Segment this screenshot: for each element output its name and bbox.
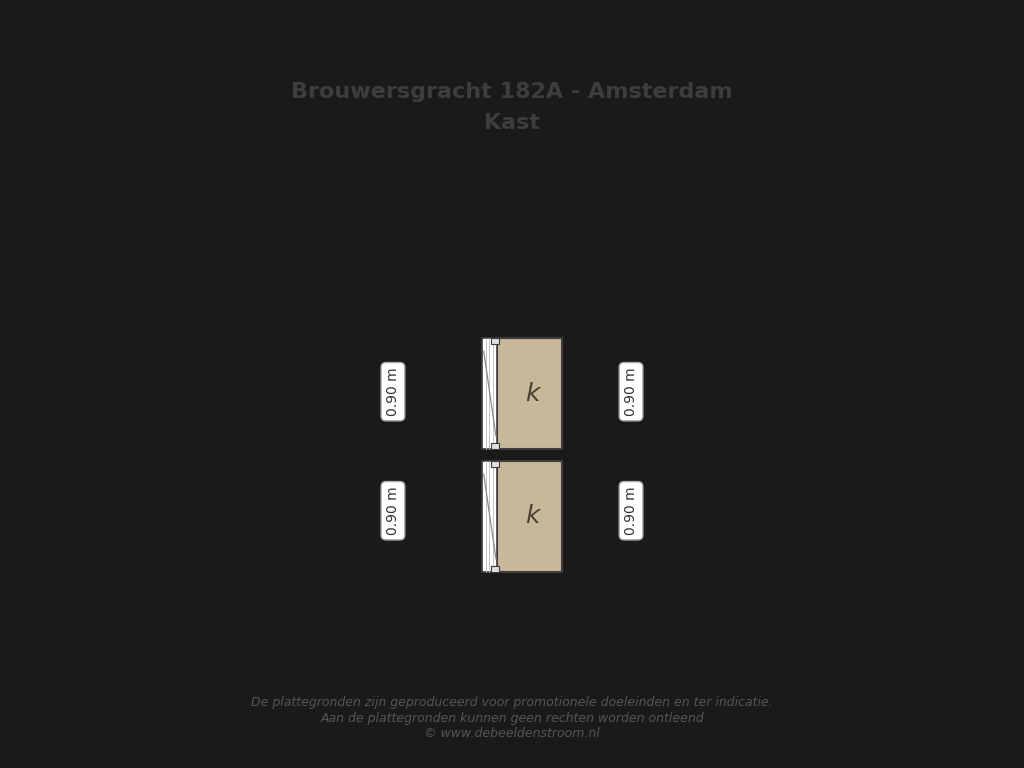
Text: De plattegronden zijn geproduceerd voor promotionele doeleinden en ter indicatie: De plattegronden zijn geproduceerd voor … — [251, 697, 773, 709]
Bar — [492, 443, 499, 449]
Text: 0.90 m: 0.90 m — [386, 367, 400, 416]
Bar — [482, 338, 497, 449]
Bar — [482, 461, 497, 572]
Text: © www.debeeldenstroom.nl: © www.debeeldenstroom.nl — [424, 727, 600, 740]
Bar — [492, 566, 499, 572]
Text: 0.90 m: 0.90 m — [624, 367, 638, 416]
Text: Kast: Kast — [484, 113, 540, 133]
Bar — [492, 461, 499, 467]
Text: Aan de plattegronden kunnen geen rechten worden ontleend: Aan de plattegronden kunnen geen rechten… — [321, 712, 703, 724]
Text: 0.90 m: 0.90 m — [386, 486, 400, 535]
Bar — [497, 338, 562, 449]
Text: k: k — [525, 382, 540, 406]
Text: k: k — [525, 505, 540, 528]
Bar — [492, 338, 499, 344]
Text: Brouwersgracht 182A - Amsterdam: Brouwersgracht 182A - Amsterdam — [291, 82, 733, 102]
Text: 0.90 m: 0.90 m — [624, 486, 638, 535]
Bar — [497, 461, 562, 572]
